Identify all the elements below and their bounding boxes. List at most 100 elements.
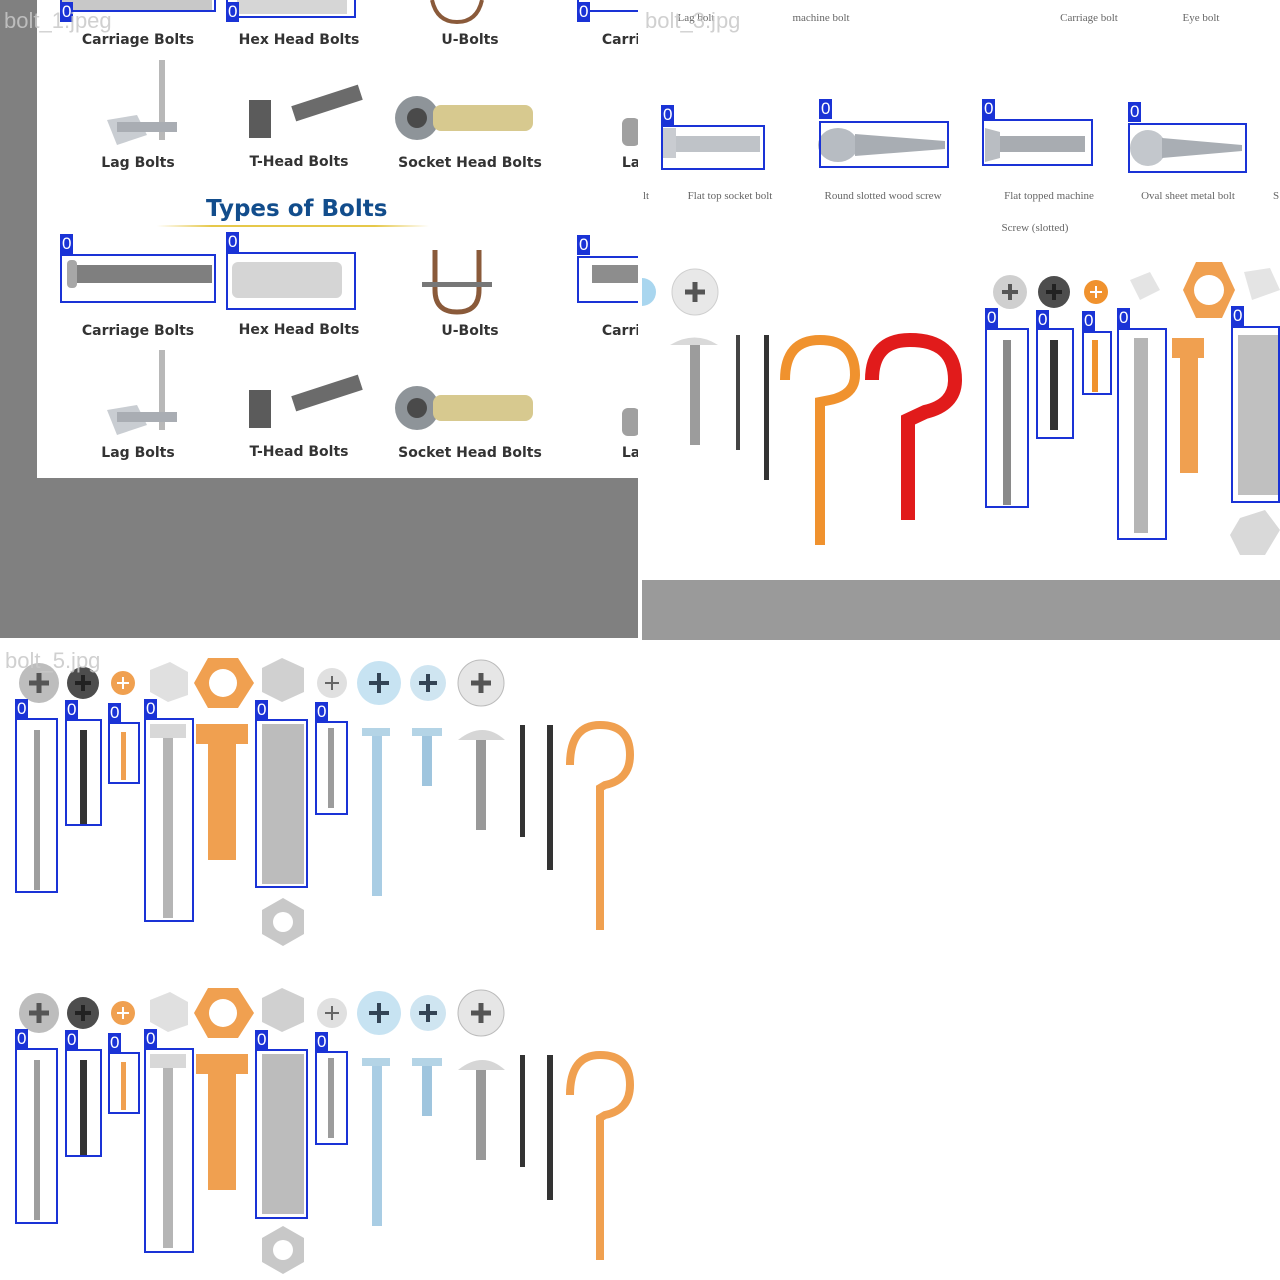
label-carriage-bolt: Carriage bolt [1060,12,1118,24]
hex-nut-image [1230,510,1280,555]
types-of-bolts-title: Types of Bolts [206,196,388,222]
detection-box[interactable] [1036,328,1074,439]
hex-bolt-image-2 [232,262,342,298]
detection-box[interactable] [65,719,102,826]
detection-box[interactable] [226,0,356,18]
screw-illustrations [640,128,1280,555]
detection-box[interactable] [577,256,640,303]
carriage-bolt-image-2 [67,260,212,288]
label-screw-slotted: Screw (slotted) [1001,222,1069,234]
detection-box[interactable] [108,1052,140,1114]
machine-bolt-image [372,736,382,896]
detection-box[interactable] [982,119,1093,166]
nail-image [764,335,769,480]
detection-box[interactable] [15,718,58,893]
detection-box[interactable] [661,125,765,170]
detection-box[interactable] [255,719,308,888]
image-filename: bolt_1.jpeg [4,8,112,33]
label-socket-head-bolts: Socket Head Bolts [398,155,542,171]
detection-class-tag: 0 [255,1030,269,1050]
detection-class-tag: 0 [1117,308,1131,328]
orange-cup-hook-image [780,334,861,545]
pan-head-screw-image [670,337,718,445]
detection-box[interactable] [108,722,140,784]
detection-box[interactable] [1231,326,1280,503]
detection-class-tag: 0 [1082,311,1096,331]
label-lag-bolts: Lag Bolts [101,155,175,171]
detection-box[interactable] [255,1049,308,1219]
socket-head-bolt-image-2 [395,386,533,430]
label-flat-topped-machine: Flat topped machine [1004,190,1094,202]
label-eye-bolt: Eye bolt [1182,12,1220,24]
fastener-illustrations [19,658,635,1274]
copper-hex-bolt-image [1180,358,1198,473]
label-hex-head-bolts-2: Hex Head Bolts [238,322,360,338]
detection-class-tag: 0 [144,699,158,719]
label-t-head-bolts: T-Head Bolts [249,154,349,170]
detection-class-tag: 0 [60,234,74,254]
flat-topped-machine-screw-image [985,128,1085,162]
tile-empty [640,640,1280,1280]
t-head-bolt-image [249,84,363,138]
detection-class-tag: 0 [65,700,79,720]
pan-head-screw-image [476,740,486,830]
detection-box[interactable] [315,1051,348,1145]
detection-box[interactable] [1082,331,1112,395]
label-round-slotted-wood-screw: Round slotted wood screw [824,190,942,202]
nail-image [736,335,740,450]
hex-bolt-partial-image [237,0,347,14]
flat-top-socket-bolt-image [662,128,760,158]
detection-class-tag: 0 [108,703,122,723]
padding-band [640,580,1280,640]
detection-box[interactable] [985,328,1029,508]
detection-class-tag: 0 [1231,306,1245,326]
small-copper-screw-image [121,732,126,780]
detection-box[interactable] [315,721,348,815]
tile-bolt-1: Carriage Bolts Hex Head Bolts U-Bolts Ca… [0,0,640,640]
label-flat-top-socket-bolt: Flat top socket bolt [687,190,773,202]
detection-box[interactable] [226,252,356,310]
detection-box[interactable] [144,718,194,922]
short-bolt-image [422,736,432,786]
label-lag-bolts-2: Lag Bolts [101,445,175,461]
detection-box[interactable] [1128,123,1247,173]
detection-class-tag: 0 [577,235,591,255]
detection-class-tag: 0 [1036,310,1050,330]
label-u-bolts-2: U-Bolts [441,323,499,339]
detection-box[interactable] [1117,328,1167,540]
detection-box[interactable] [144,1048,194,1253]
t-head-bolt-image-2 [249,374,363,428]
label-carriage-bolts: Carriage Bolts [81,32,195,48]
red-cup-hook-image [865,332,963,520]
black-screw-image [80,730,87,825]
detection-class-tag: 0 [315,1032,329,1052]
detection-class-tag: 0 [819,99,833,119]
label-socket-head-bolts-2: Socket Head Bolts [398,445,542,461]
detection-class-tag: 0 [661,105,675,125]
oval-sheet-metal-bolt-image [1130,130,1242,166]
nail-image [547,725,553,870]
hex-nut-image [273,912,293,932]
lag-bolts-image [107,60,177,145]
label-t-head-bolts-2: T-Head Bolts [249,444,349,460]
carriage-bolt-partial-image [62,0,212,10]
top-set [19,658,635,946]
detection-class-tag: 0 [65,1030,79,1050]
title-underline [157,225,429,227]
tile-bolt-5: 0 0 0 0 0 0 0 0 0 0 0 0 bolt_5.jpg [0,640,640,1280]
label-machine-bolt: machine bolt [792,12,850,24]
cup-hook-image [566,720,635,930]
detection-class-tag: 0 [226,232,240,252]
lag-bolts-image-2 [107,350,177,435]
tile-bolt-3: Lag bolt machine bolt Carriage bolt Eye … [640,0,1280,640]
types-of-bolts-card: Carriage Bolts Hex Head Bolts U-Bolts Ca… [37,0,640,478]
detection-box[interactable] [819,121,949,168]
label-oval-sheet-metal-bolt: Oval sheet metal bolt [1141,190,1235,202]
label-lt-cutoff: lt [642,190,650,202]
bottom-set [19,988,635,1274]
detection-class-tag: 0 [255,700,269,720]
detection-box[interactable] [15,1048,58,1224]
detection-box[interactable] [60,254,216,303]
u-bolt-image-2 [422,250,492,315]
detection-box[interactable] [65,1049,102,1157]
